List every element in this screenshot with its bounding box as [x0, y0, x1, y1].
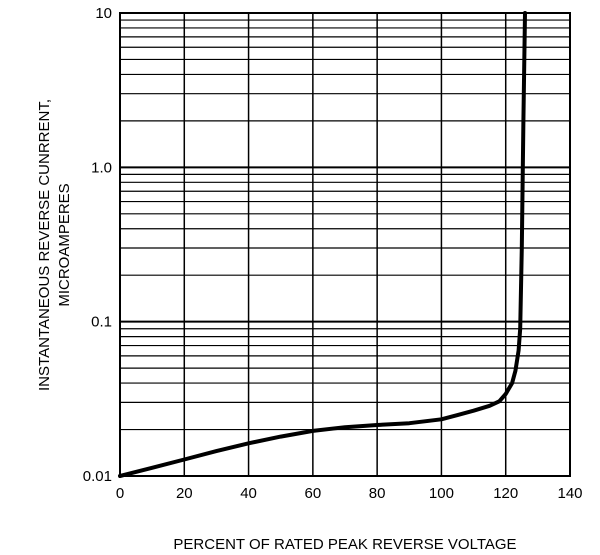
- y-tick-label: 0.01: [83, 468, 112, 485]
- y-tick-label: 0.1: [91, 314, 112, 331]
- x-tick-label: 140: [557, 485, 582, 502]
- x-tick-label: 20: [176, 485, 193, 502]
- x-tick-label: 120: [493, 485, 518, 502]
- x-axis-title: PERCENT OF RATED PEAK REVERSE VOLTAGE: [173, 536, 516, 553]
- y-tick-label: 1.0: [91, 159, 112, 176]
- plot-frame: [119, 12, 571, 477]
- y-axis-title-line2: MICROAMPERES: [56, 183, 73, 306]
- tick-labels: 0 20 40 60 80 100 120 140 0.01 0.1 1.0 10: [83, 5, 583, 502]
- x-tick-label: 40: [240, 485, 257, 502]
- x-tick-label: 60: [305, 485, 322, 502]
- series-line-reverse-current: [118, 11, 527, 478]
- y-axis-title-line1: INSTANTANEOUS REVERSE CUNRRENT,: [36, 99, 53, 391]
- y-tick-label: 10: [95, 5, 112, 22]
- x-tick-label: 80: [369, 485, 386, 502]
- x-tick-label: 0: [116, 485, 124, 502]
- grid: [119, 13, 571, 477]
- x-tick-label: 100: [429, 485, 454, 502]
